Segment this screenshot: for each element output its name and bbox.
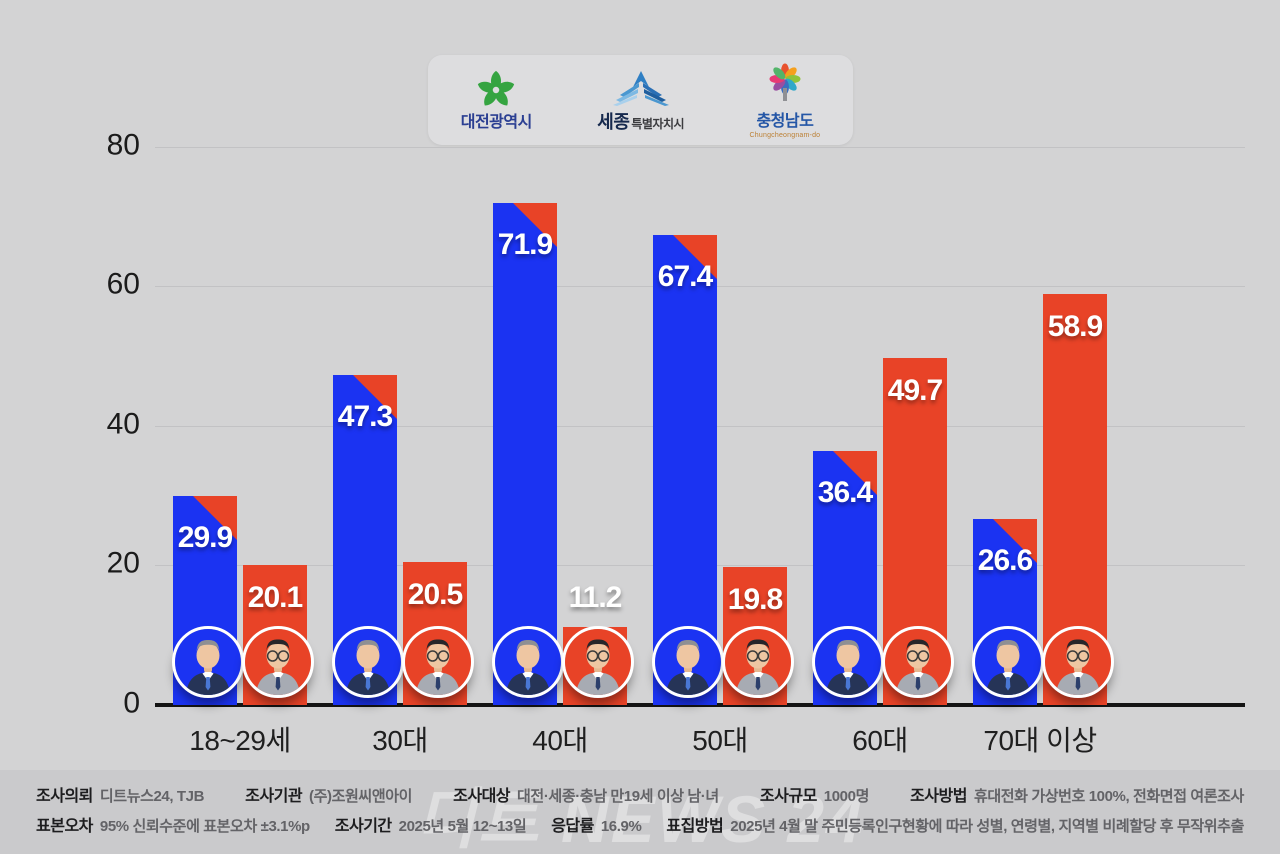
survey-field: 조사기간 2025년 5월 12~13일 xyxy=(334,812,527,836)
bar-value-label: 29.9 xyxy=(177,521,233,555)
survey-field-label: 조사방법 xyxy=(910,788,967,805)
category-label-0: 18~29세 xyxy=(189,725,291,756)
candidate-photo-blue xyxy=(492,626,564,698)
survey-field-value: (주)조원씨앤아이 xyxy=(309,788,413,805)
y-tick-20: 20 xyxy=(106,546,140,580)
candidate-photo-red xyxy=(722,626,794,698)
survey-info-rows: 조사의뢰 디트뉴스24, TJB 조사기관 (주)조원씨앤아이 조사대상 대전·세종·… xyxy=(0,770,1280,836)
bar-value-label: 49.7 xyxy=(887,374,943,408)
y-tick-0: 0 xyxy=(123,686,140,720)
candidate-photo-red xyxy=(562,626,634,698)
survey-field-value: 1000명 xyxy=(823,788,870,805)
daejeon-flower-icon xyxy=(475,69,517,111)
category-label-3: 50대 xyxy=(692,725,748,756)
candidate-photo-red xyxy=(882,626,954,698)
x-axis-line xyxy=(155,703,1245,707)
survey-field-label: 표집방법 xyxy=(666,818,724,835)
survey-field-label: 응답률 xyxy=(551,818,594,835)
logo-chungnam-romanized: Chungcheongnam-do xyxy=(749,131,821,139)
survey-field-value: 대전·세종·충남 만19세 이상 남·녀 xyxy=(517,788,719,805)
logo-sejong-main: 세종 xyxy=(597,112,630,132)
survey-field: 응답률 16.9% xyxy=(551,812,642,836)
survey-field: 조사기관 (주)조원씨앤아이 xyxy=(245,782,412,806)
survey-field-label: 조사규모 xyxy=(759,788,817,805)
survey-field-label: 조사대상 xyxy=(453,788,511,805)
survey-field: 조사방법 휴대전화 가상번호 100%, 전화면접 여론조사 xyxy=(910,782,1244,806)
category-label-5: 70대 이상 xyxy=(983,725,1097,756)
survey-field-label: 조사기간 xyxy=(334,818,392,835)
logo-daejeon-label: 대전광역시 xyxy=(460,114,533,131)
survey-field: 표집방법 2025년 4월 말 주민등록인구현황에 따라 성별, 연령별, 지역별… xyxy=(666,812,1244,836)
survey-field-label: 조사의뢰 xyxy=(36,788,93,805)
bar-value-label: 71.9 xyxy=(497,228,553,262)
category-label-4: 60대 xyxy=(852,725,908,756)
y-tick-40: 40 xyxy=(106,407,140,441)
chungnam-tree-icon xyxy=(762,62,808,110)
category-label-1: 30대 xyxy=(372,725,428,756)
bar-blue-2 xyxy=(493,203,557,705)
candidate-photo-red xyxy=(402,626,474,698)
y-tick-60: 60 xyxy=(106,267,140,301)
survey-info-row-2: 표본오차 95% 신뢰수준에 표본오차 ±3.1%p 조사기간 2025년 5월 1… xyxy=(36,812,1244,836)
bar-value-label: 20.5 xyxy=(407,577,463,611)
survey-field-value: 2025년 5월 12~13일 xyxy=(398,818,527,835)
logo-sejong-label: 세종 특별자치시 xyxy=(597,113,684,131)
bar-value-label: 36.4 xyxy=(817,475,873,509)
survey-methodology-footer: 디트 NEWS 24 조사의뢰 디트뉴스24, TJB 조사기관 (주)조원씨앤아이… xyxy=(0,770,1280,854)
candidate-photo-red xyxy=(242,626,314,698)
survey-field: 조사대상 대전·세종·충남 만19세 이상 남·녀 xyxy=(453,782,719,806)
logo-sejong-sub: 특별자치시 xyxy=(631,117,685,131)
logo-daejeon: 대전광역시 xyxy=(461,69,532,131)
bar-value-label: 58.9 xyxy=(1047,309,1103,343)
bar-value-label: 20.1 xyxy=(247,580,303,614)
survey-field-value: 2025년 4월 말 주민등록인구현황에 따라 성별, 연령별, 지역별 비례할… xyxy=(730,818,1244,835)
survey-field: 표본오차 95% 신뢰수준에 표본오차 ±3.1%p xyxy=(36,812,310,836)
survey-field: 조사의뢰 디트뉴스24, TJB xyxy=(36,782,204,806)
bar-value-label: 11.2 xyxy=(568,580,623,614)
bar-value-label: 19.8 xyxy=(727,582,783,616)
candidate-photo-blue xyxy=(652,626,724,698)
survey-field: 조사규모 1000명 xyxy=(760,782,869,806)
gridline-80 xyxy=(155,147,1245,148)
survey-field-value: 16.9% xyxy=(600,818,642,835)
logo-chungnam: 충청남도 Chungcheongnam-do xyxy=(750,62,821,139)
candidate-photo-red xyxy=(1042,626,1114,698)
survey-field-label: 표본오차 xyxy=(36,818,93,835)
survey-field-value: 휴대전화 가상번호 100%, 전화면접 여론조사 xyxy=(973,788,1244,805)
sejong-bird-icon xyxy=(608,69,674,109)
survey-field-value: 95% 신뢰수준에 표본오차 ±3.1%p xyxy=(99,818,310,835)
y-tick-80: 80 xyxy=(106,128,140,162)
candidate-photo-blue xyxy=(332,626,404,698)
bar-value-label: 67.4 xyxy=(657,259,713,293)
region-logos-panel: 대전광역시 세종 특별자치시 xyxy=(428,55,853,145)
survey-field-value: 디트뉴스24, TJB xyxy=(99,788,205,805)
logo-sejong: 세종 특별자치시 xyxy=(597,69,685,131)
candidate-photo-blue xyxy=(172,626,244,698)
survey-info-row-1: 조사의뢰 디트뉴스24, TJB 조사기관 (주)조원씨앤아이 조사대상 대전·세종·… xyxy=(36,782,1244,806)
candidate-photo-blue xyxy=(972,626,1044,698)
category-label-2: 40대 xyxy=(532,725,588,756)
survey-field-label: 조사기관 xyxy=(245,788,303,805)
logo-chungnam-label: 충청남도 xyxy=(756,112,814,130)
candidate-photo-blue xyxy=(812,626,884,698)
bar-value-label: 47.3 xyxy=(337,399,393,433)
bar-value-label: 26.6 xyxy=(977,544,1033,578)
